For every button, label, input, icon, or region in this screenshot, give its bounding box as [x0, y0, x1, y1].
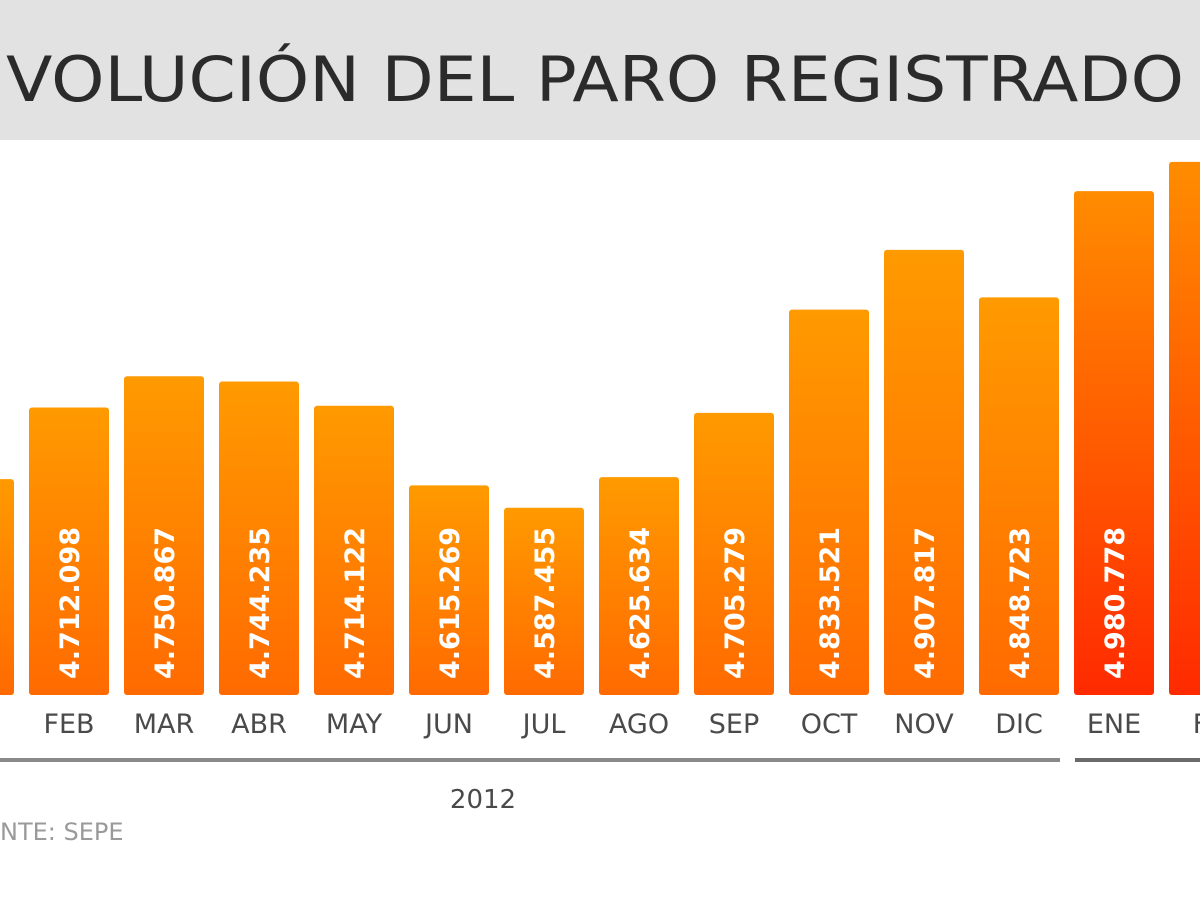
source: NTE: SEPE: [0, 818, 124, 846]
bar: [409, 485, 489, 695]
bar: [219, 381, 299, 695]
bar: [884, 249, 964, 695]
bar: [124, 376, 204, 695]
x-tick-label: ABR: [231, 709, 287, 740]
bar: [314, 405, 394, 695]
bar: [789, 309, 869, 695]
value-label: 4.907.817: [910, 527, 941, 679]
x-tick-label: MAR: [134, 709, 195, 740]
value-label: 4.714.122: [340, 527, 371, 679]
bar: [504, 507, 584, 695]
x-tick-label: JUL: [521, 709, 566, 740]
bar: [0, 479, 14, 695]
x-tick-label: SEP: [709, 709, 759, 740]
value-label: 4.587.455: [530, 527, 561, 679]
value-label: 4.980.778: [1100, 527, 1131, 679]
value-label: 4.705.279: [720, 527, 751, 679]
x-tick-label: ENE: [1087, 709, 1141, 740]
x-tick-label: MAY: [326, 709, 383, 740]
value-label: 4.833.521: [815, 527, 846, 679]
group-label: 2012: [450, 785, 516, 815]
bar: [1169, 161, 1200, 695]
x-tick-label: FEB: [43, 709, 94, 740]
bar: [979, 297, 1059, 695]
value-label: 4.615.269: [435, 527, 466, 679]
value-label: 4.848.723: [1005, 527, 1036, 679]
title-band: [0, 0, 1200, 140]
x-tick-label: NOV: [894, 709, 954, 740]
chart-title: VOLUCIÓN DEL PARO REGISTRADO: [6, 43, 1184, 116]
value-label: 4.625.634: [625, 527, 656, 679]
x-tick-label: FE: [1193, 709, 1200, 740]
bar: [1074, 191, 1154, 695]
bar: [694, 412, 774, 695]
x-tick-label: DIC: [995, 709, 1043, 740]
value-label: 4.744.235: [245, 527, 276, 679]
x-tick-label: JUN: [423, 709, 473, 740]
x-tick-label: AGO: [609, 709, 669, 740]
x-tick-label: OCT: [801, 709, 858, 740]
value-label: 4.712.098: [55, 527, 86, 679]
bar: [29, 407, 109, 695]
value-label: 4.750.867: [150, 527, 181, 679]
bar: [599, 477, 679, 695]
